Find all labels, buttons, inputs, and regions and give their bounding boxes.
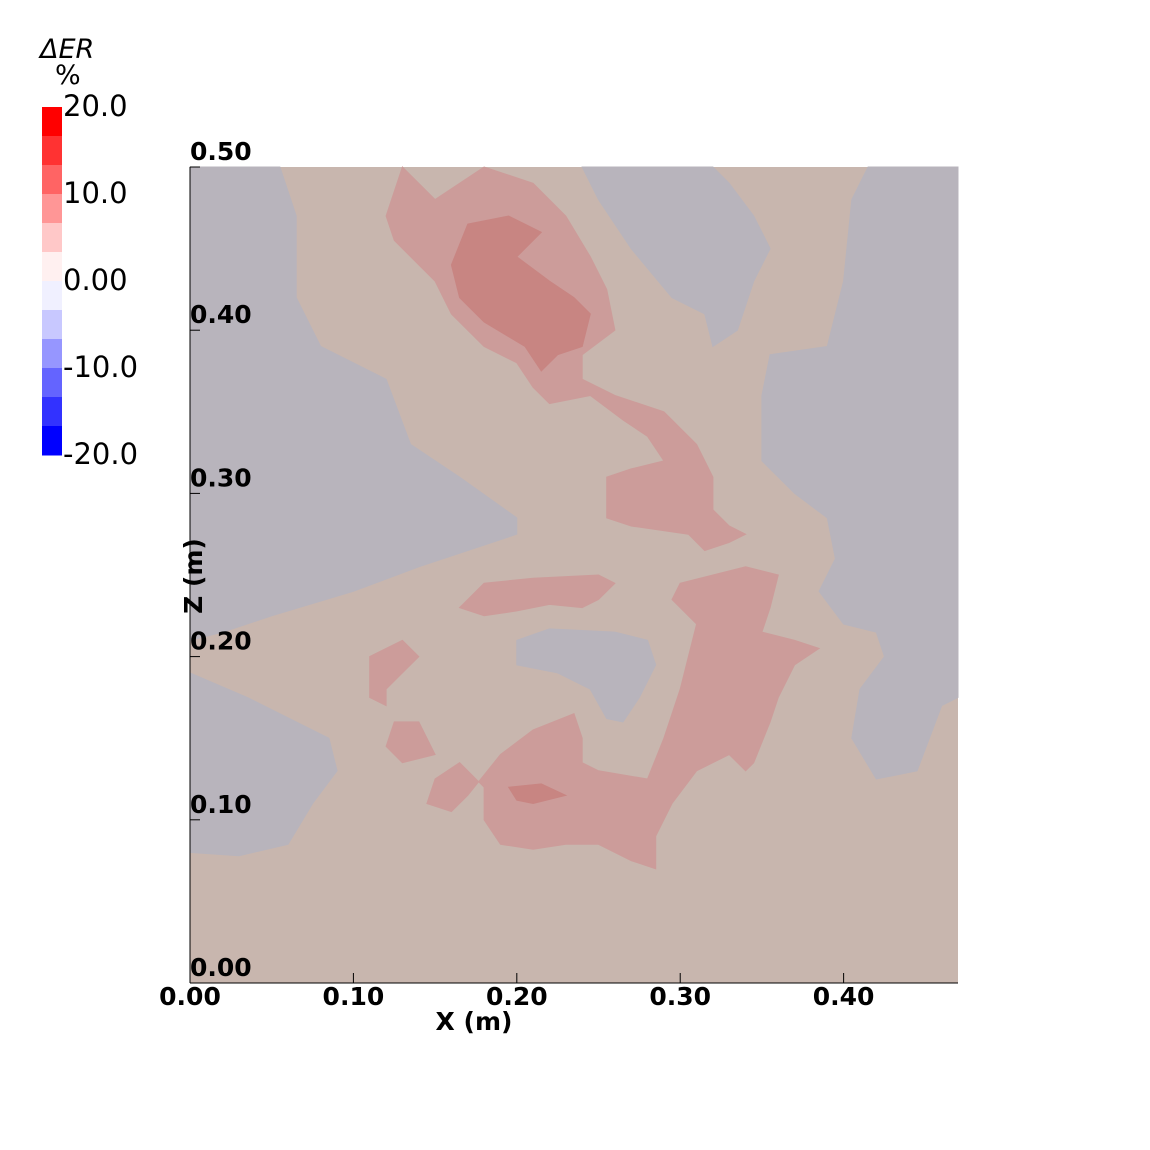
colorbar-swatch: [42, 107, 62, 137]
colorbar-swatch: [42, 368, 62, 398]
contour-region-5: [516, 628, 657, 723]
plot-area: 0.00 0.10 0.20 0.30 0.40 0.00 0.10 0.20 0.30 0.4…: [159, 137, 959, 1036]
contour-region-4: [761, 166, 959, 780]
contour-region-11: [450, 215, 591, 372]
y-tick-label: 0.50: [190, 137, 252, 166]
contour-region-7: [458, 574, 616, 617]
x-tick-label: 0.30: [649, 982, 711, 1011]
colorbar-tick-label: -10.0: [63, 350, 138, 384]
contour-region-10: [385, 721, 436, 764]
colorbar-swatch: [42, 252, 62, 282]
colorbar-swatch: [42, 136, 62, 166]
colorbar-swatch: [42, 194, 62, 224]
colorbar-swatch: [42, 223, 62, 253]
colorbar-tick-label: 0.00: [63, 263, 128, 297]
y-tick-label: 0.40: [190, 300, 252, 329]
colorbar-tick-label: 20.0: [63, 89, 128, 123]
colorbar-swatch: [42, 281, 62, 311]
colorbar-title-symbol: Δ: [38, 34, 58, 65]
colorbar-swatch: [42, 339, 62, 369]
colorbar: ΔER % 20.0 10.0 0.00 -10.0 -20.0: [38, 34, 138, 471]
colorbar-tick-label: 10.0: [63, 176, 128, 210]
x-axis-label: X (m): [436, 1007, 513, 1036]
axes-lines: [189, 167, 958, 984]
contour-region-9: [369, 639, 420, 707]
contour-region-3: [581, 166, 771, 348]
y-tick-label: 0.30: [190, 463, 252, 492]
x-axis-tick-labels: 0.00 0.10 0.20 0.30 0.40: [159, 973, 874, 1011]
colorbar-swatch: [42, 165, 62, 195]
colorbar-swatch: [42, 426, 62, 456]
x-tick-label: 0.00: [159, 982, 221, 1011]
x-tick-label: 0.40: [813, 982, 875, 1011]
colorbar-tick-label: -20.0: [63, 437, 138, 471]
y-tick-label: 0.00: [190, 953, 252, 982]
colorbar-unit: %: [55, 60, 81, 91]
colorbar-title-var: ER: [58, 34, 94, 65]
colorbar-title: ΔER: [38, 34, 94, 65]
colorbar-tick-labels: 20.0 10.0 0.00 -10.0 -20.0: [63, 89, 138, 471]
colorbar-swatch: [42, 310, 62, 340]
y-axis-tick-labels: 0.00 0.10 0.20 0.30 0.40 0.50: [190, 137, 252, 984]
contour-region-12: [507, 783, 568, 805]
x-tick-label: 0.10: [323, 982, 385, 1011]
contour-regions: [189, 166, 959, 870]
contour-region-1: [189, 166, 518, 641]
contour-region-2: [189, 672, 338, 857]
y-tick-label: 0.10: [190, 790, 252, 819]
colorbar-swatches: [42, 107, 62, 456]
x-tick-label: 0.20: [486, 982, 548, 1011]
colorbar-swatch: [42, 397, 62, 427]
y-axis-label: Z (m): [179, 538, 208, 614]
y-tick-label: 0.20: [190, 627, 252, 656]
